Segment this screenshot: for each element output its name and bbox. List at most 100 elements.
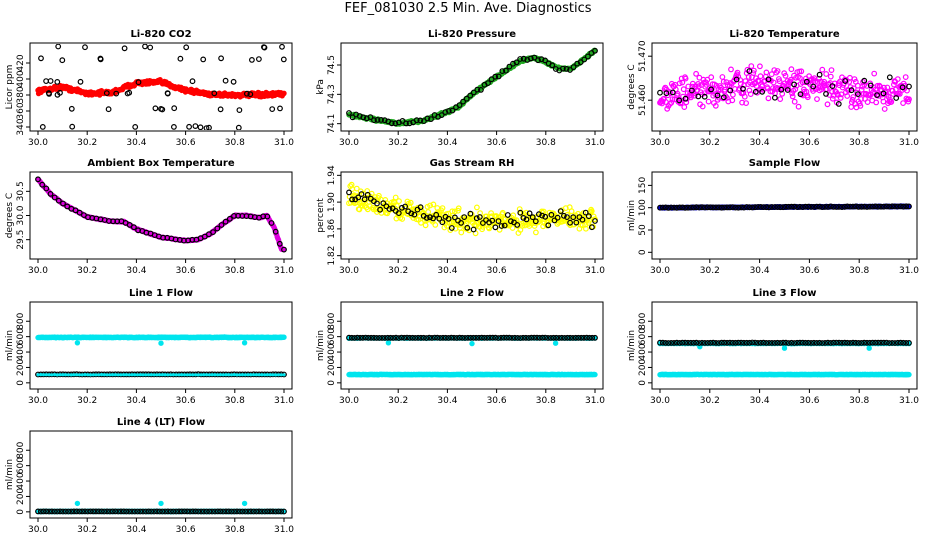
- data-point: [852, 339, 859, 346]
- plot-area: [657, 339, 912, 378]
- data-point: [517, 209, 524, 216]
- data-point: [568, 208, 575, 215]
- data-point: [563, 65, 570, 72]
- data-point: [55, 373, 59, 377]
- data-point: [825, 203, 831, 210]
- data-point: [164, 90, 171, 96]
- data-point: [889, 340, 896, 346]
- y-axis-label: Licor ppm: [5, 65, 15, 110]
- data-point: [271, 373, 275, 377]
- panel-title: Line 1 Flow: [129, 288, 193, 299]
- data-point: [732, 339, 739, 346]
- x-tick-label: 30.6: [487, 138, 507, 148]
- data-point: [171, 105, 178, 112]
- data-point: [88, 373, 93, 377]
- data-point: [135, 373, 140, 377]
- data-point: [529, 214, 536, 221]
- data-point: [523, 334, 529, 341]
- data-point: [564, 334, 571, 341]
- data-point: [203, 125, 210, 130]
- data-point: [365, 334, 372, 341]
- data-point: [755, 204, 761, 210]
- data-point: [489, 217, 496, 224]
- data-point: [180, 373, 184, 377]
- data-point: [737, 80, 744, 87]
- data-point: [232, 373, 236, 377]
- data-point: [418, 334, 424, 341]
- data-point: [394, 203, 400, 209]
- series-2.5-min-average: [35, 334, 287, 346]
- data-point: [770, 85, 776, 91]
- plot-frame: [651, 301, 918, 390]
- data-point: [498, 223, 505, 229]
- data-point: [797, 75, 803, 81]
- data-point: [816, 339, 823, 346]
- data-point: [439, 219, 446, 226]
- data-point: [710, 204, 717, 211]
- x-tick-label: 30.0: [650, 266, 670, 276]
- plot-frame: [29, 301, 293, 390]
- data-point: [833, 339, 840, 346]
- data-point: [680, 86, 687, 93]
- data-point: [906, 203, 912, 210]
- data-point: [249, 373, 253, 377]
- x-tick-label: 31.0: [899, 396, 919, 406]
- data-point: [351, 335, 358, 341]
- plot-area: [35, 44, 287, 130]
- data-point: [674, 90, 681, 97]
- x-tick-label: 30.8: [536, 138, 556, 148]
- data-point: [897, 339, 904, 346]
- series-2.5-min-average: [657, 340, 912, 378]
- x-tick-label: 30.2: [388, 138, 408, 148]
- data-point: [470, 226, 477, 233]
- data-point: [531, 54, 538, 61]
- data-point: [116, 373, 120, 377]
- data-point: [752, 339, 758, 346]
- data-point: [50, 373, 54, 377]
- data-point: [434, 334, 441, 341]
- data-point: [836, 203, 842, 210]
- data-point: [679, 339, 686, 346]
- data-point: [348, 334, 355, 341]
- data-point: [171, 373, 175, 377]
- data-point: [668, 204, 675, 211]
- y-tick-label: 0: [638, 249, 648, 255]
- data-point: [592, 371, 598, 378]
- data-point: [729, 204, 736, 211]
- data-point: [265, 373, 269, 377]
- y-tick-label: 600: [16, 457, 26, 474]
- data-point: [811, 339, 817, 346]
- data-point: [791, 203, 798, 210]
- series-hourly-samples: [35, 371, 287, 378]
- data-point: [894, 339, 901, 346]
- x-tick-label: 30.2: [77, 138, 97, 148]
- data-point: [782, 72, 789, 79]
- data-point: [499, 209, 506, 216]
- data-point: [581, 56, 588, 63]
- data-point: [682, 204, 689, 211]
- data-point: [892, 340, 898, 346]
- data-point: [785, 340, 792, 346]
- data-point: [778, 86, 785, 93]
- x-tick-label: 30.4: [437, 266, 457, 276]
- series-2.5-min-average: [657, 63, 912, 112]
- data-point: [561, 212, 567, 219]
- series-hourly-samples: [38, 44, 287, 130]
- data-point: [476, 214, 483, 220]
- data-point: [812, 78, 818, 85]
- data-point: [353, 185, 360, 192]
- data-point: [354, 334, 361, 341]
- y-tick-label: 200: [16, 359, 26, 376]
- data-point: [577, 59, 584, 66]
- data-point: [883, 203, 890, 210]
- data-point: [746, 339, 753, 346]
- data-point: [841, 339, 848, 346]
- data-point: [281, 334, 287, 340]
- data-point: [413, 117, 420, 124]
- data-point: [213, 373, 217, 377]
- data-point: [682, 75, 689, 82]
- data-point: [715, 340, 722, 346]
- data-point: [880, 203, 887, 210]
- x-tick-label: 30.6: [799, 138, 819, 148]
- plot-frame: [340, 42, 604, 132]
